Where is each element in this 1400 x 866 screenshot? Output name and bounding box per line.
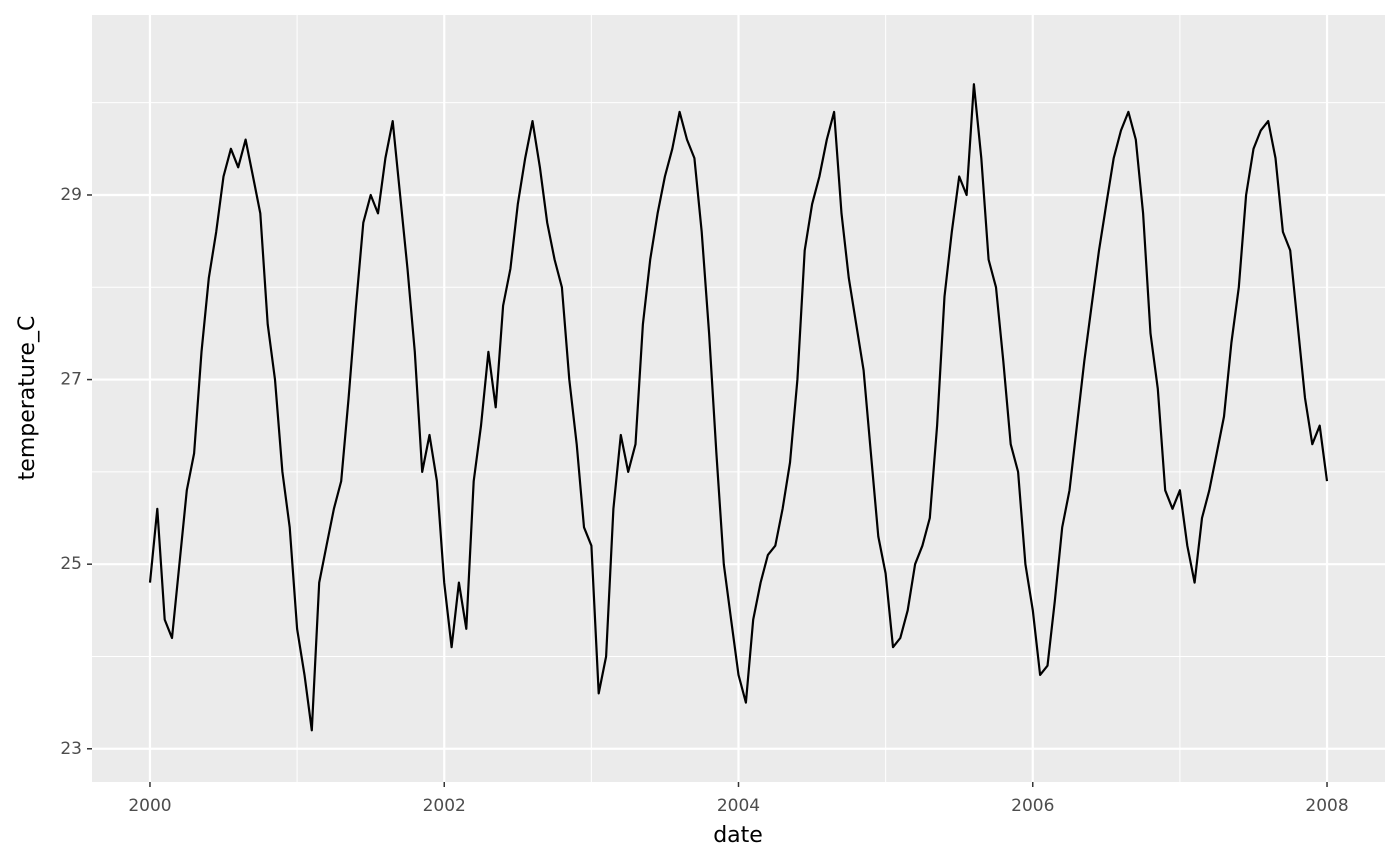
y-tick-label: 27: [60, 370, 82, 390]
x-tick-label: 2006: [1011, 796, 1054, 816]
x-axis-title: date: [713, 823, 763, 848]
x-tick-label: 2002: [423, 796, 466, 816]
y-tick-label: 25: [60, 554, 82, 574]
grid: [92, 15, 1385, 782]
x-tick-label: 2000: [128, 796, 171, 816]
y-tick-label: 29: [60, 185, 82, 205]
x-tick-label: 2004: [717, 796, 760, 816]
marks: [148, 83, 1329, 732]
y-axis-title: temperature_C: [15, 316, 40, 481]
line: [148, 83, 1329, 732]
y-tick-label: 23: [60, 739, 82, 759]
x-tick-label: 2008: [1305, 796, 1348, 816]
